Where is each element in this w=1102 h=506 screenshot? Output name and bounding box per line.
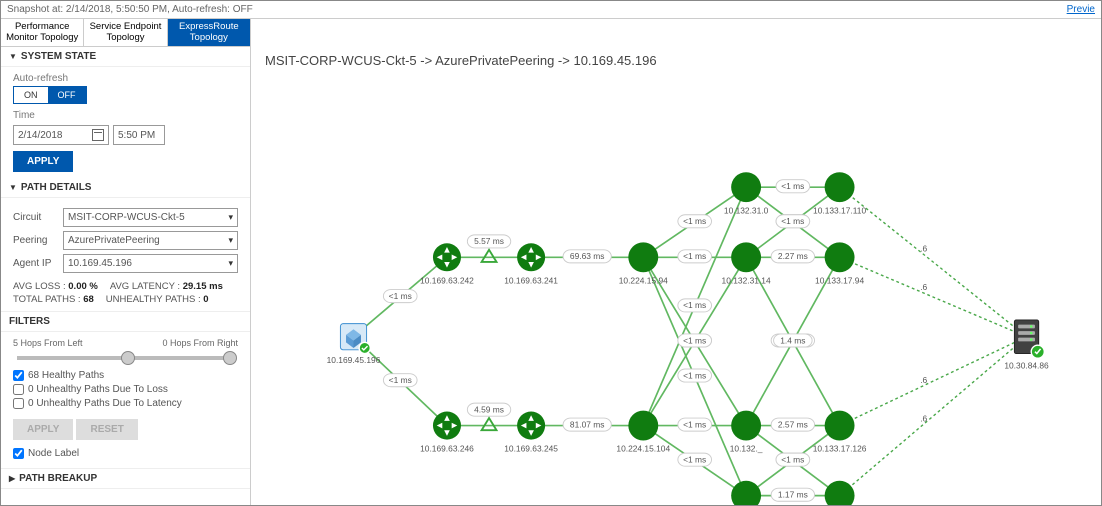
expand-icon: ▶	[9, 474, 15, 483]
svg-text:2.27 ms: 2.27 ms	[778, 251, 808, 261]
path-details-header[interactable]: ▼ PATH DETAILS	[1, 178, 250, 198]
unhealthy-paths: UNHEALTHY PATHS : 0	[106, 294, 209, 305]
apply-button[interactable]: APPLY	[13, 151, 73, 172]
svg-text:10.169.63.245: 10.169.63.245	[504, 444, 558, 454]
autorefresh-toggle[interactable]: ON OFF	[13, 86, 87, 104]
left-hops-label: 5 Hops From Left	[13, 338, 83, 348]
svg-text:10.133.17.110: 10.133.17.110	[813, 205, 866, 215]
toggle-on[interactable]: ON	[14, 87, 48, 103]
svg-text:1.4 ms: 1.4 ms	[780, 335, 805, 345]
peering-label: Peering	[13, 235, 63, 246]
date-input[interactable]: 2/14/2018	[13, 125, 109, 145]
slider-knob-left[interactable]	[121, 351, 135, 365]
right-hops-label: 0 Hops From Right	[162, 338, 238, 348]
svg-text:.6: .6	[920, 282, 927, 292]
svg-text:<1 ms: <1 ms	[683, 300, 706, 310]
autorefresh-label: Auto-refresh	[13, 73, 238, 84]
svg-text:<1 ms: <1 ms	[781, 181, 804, 191]
svg-text:4.59 ms: 4.59 ms	[474, 404, 504, 414]
system-state-header[interactable]: ▼ SYSTEM STATE	[1, 47, 250, 67]
topology-tabs: Performance Monitor Topology Service End…	[1, 19, 251, 47]
svg-text:.6: .6	[920, 375, 927, 385]
main-content: MSIT-CORP-WCUS-Ckt-5 -> AzurePrivatePeer…	[251, 47, 1101, 505]
svg-text:81.07 ms: 81.07 ms	[570, 419, 605, 429]
svg-text:<1 ms: <1 ms	[781, 454, 804, 464]
filters-header: FILTERS	[1, 311, 250, 332]
svg-text:10.224.15.94: 10.224.15.94	[619, 275, 668, 285]
svg-text:10.132.31.0: 10.132.31.0	[724, 205, 769, 215]
avg-loss: AVG LOSS : 0.00 %	[13, 281, 98, 292]
svg-text:10.133.17.126: 10.133.17.126	[813, 444, 867, 454]
tab-perf-monitor[interactable]: Performance Monitor Topology	[1, 19, 84, 46]
total-paths: TOTAL PATHS : 68	[13, 294, 94, 305]
slider-knob-right[interactable]	[223, 351, 237, 365]
svg-text:10.169.63.242: 10.169.63.242	[420, 275, 474, 285]
peering-select[interactable]: AzurePrivatePeering	[63, 231, 238, 250]
svg-text:<1 ms: <1 ms	[683, 370, 706, 380]
unhealthy-loss-check[interactable]: 0 Unhealthy Paths Due To Loss	[13, 384, 238, 395]
svg-text:.6: .6	[920, 244, 927, 254]
path-breakup-header[interactable]: ▶ PATH BREAKUP	[1, 468, 250, 489]
svg-text:<1 ms: <1 ms	[683, 419, 706, 429]
agentip-select[interactable]: 10.169.45.196	[63, 254, 238, 273]
collapse-icon: ▼	[9, 52, 17, 61]
time-input[interactable]: 5:50 PM	[113, 125, 165, 145]
svg-text:10.224.15.104: 10.224.15.104	[616, 444, 670, 454]
healthy-paths-check[interactable]: 68 Healthy Paths	[13, 370, 238, 381]
svg-text:<1 ms: <1 ms	[683, 454, 706, 464]
hops-slider[interactable]	[17, 356, 234, 360]
svg-text:2.57 ms: 2.57 ms	[778, 419, 808, 429]
toggle-off[interactable]: OFF	[48, 87, 86, 103]
agentip-label: Agent IP	[13, 258, 63, 269]
breadcrumb: MSIT-CORP-WCUS-Ckt-5 -> AzurePrivatePeer…	[251, 47, 1101, 74]
svg-text:10.169.63.246: 10.169.63.246	[420, 444, 474, 454]
svg-text:10.132._: 10.132._	[730, 444, 763, 454]
collapse-icon: ▼	[9, 183, 17, 192]
svg-text:<1 ms: <1 ms	[683, 335, 706, 345]
svg-text:10.169.45.196: 10.169.45.196	[327, 355, 381, 365]
time-label: Time	[13, 110, 238, 121]
svg-text:<1 ms: <1 ms	[781, 216, 804, 226]
circuit-select[interactable]: MSIT-CORP-WCUS-Ckt-5	[63, 208, 238, 227]
snapshot-text: Snapshot at: 2/14/2018, 5:50:50 PM, Auto…	[7, 4, 253, 15]
svg-text:<1 ms: <1 ms	[683, 216, 706, 226]
calendar-icon[interactable]	[92, 129, 104, 141]
svg-text:10.169.63.241: 10.169.63.241	[504, 275, 558, 285]
svg-text:10.132.31.14: 10.132.31.14	[722, 275, 771, 285]
filters-reset-button[interactable]: RESET	[76, 419, 137, 440]
svg-text:1.17 ms: 1.17 ms	[778, 490, 808, 500]
svg-text:<1 ms: <1 ms	[389, 375, 412, 385]
svg-text:<1 ms: <1 ms	[683, 251, 706, 261]
svg-text:10.133.17.94: 10.133.17.94	[815, 275, 864, 285]
tab-service-endpoint[interactable]: Service Endpoint Topology	[84, 19, 167, 46]
topology-canvas[interactable]: <1 ms <1 ms 69.63 ms 81.07 ms <1 ms <1 ms <1 m…	[251, 75, 1101, 505]
unhealthy-latency-check[interactable]: 0 Unhealthy Paths Due To Latency	[13, 398, 238, 409]
tab-expressroute[interactable]: ExpressRoute Topology	[168, 19, 251, 46]
snapshot-bar: Snapshot at: 2/14/2018, 5:50:50 PM, Auto…	[1, 1, 1101, 19]
svg-text:69.63 ms: 69.63 ms	[570, 251, 605, 261]
preview-link[interactable]: Previe	[1067, 4, 1095, 15]
svg-text:10.30.84.86: 10.30.84.86	[1004, 361, 1049, 371]
sidebar: ▼ SYSTEM STATE Auto-refresh ON OFF Time …	[1, 47, 251, 505]
svg-text:<1 ms: <1 ms	[389, 291, 412, 301]
node-label-check[interactable]: Node Label	[13, 448, 238, 459]
avg-latency: AVG LATENCY : 29.15 ms	[110, 281, 223, 292]
circuit-label: Circuit	[13, 212, 63, 223]
filters-apply-button[interactable]: APPLY	[13, 419, 73, 440]
svg-text:5.57 ms: 5.57 ms	[474, 236, 504, 246]
svg-text:.6: .6	[920, 413, 927, 423]
